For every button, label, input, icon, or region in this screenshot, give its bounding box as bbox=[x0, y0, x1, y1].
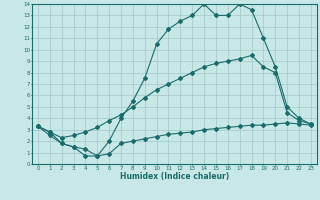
X-axis label: Humidex (Indice chaleur): Humidex (Indice chaleur) bbox=[120, 172, 229, 181]
